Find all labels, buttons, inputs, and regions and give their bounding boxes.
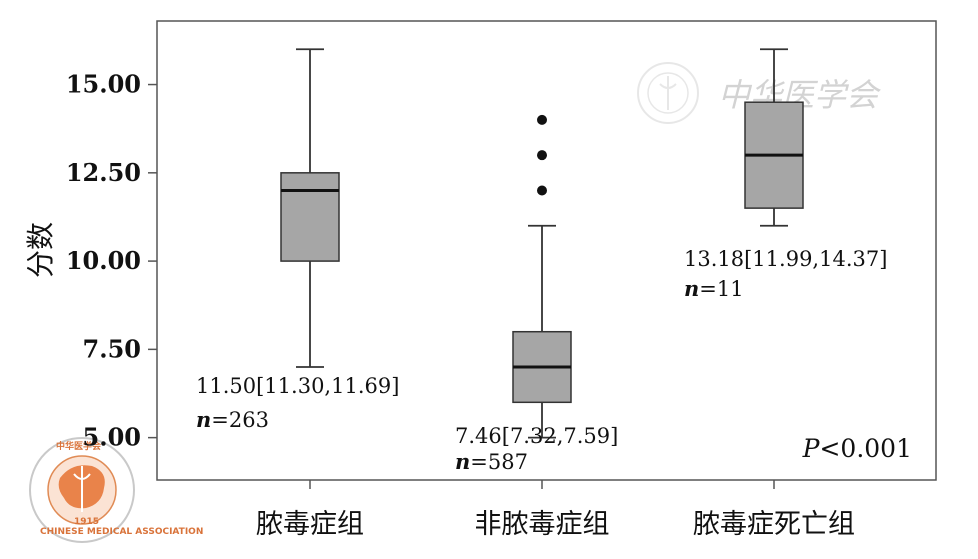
y-tick-label: 5.00 [83, 423, 141, 452]
x-category-label: 脓毒症组 [256, 509, 364, 540]
boxes [280, 48, 804, 439]
y-axis: 5.00 7.50 10.00 12.50 15.00 [66, 70, 157, 452]
iqr-box [280, 172, 340, 262]
y-tick-label: 15.00 [66, 70, 141, 99]
cma-logo: 中华医学会 CHINESE MEDICAL ASSOCIATION 1915 [29, 437, 203, 543]
y-tick-label: 12.50 [66, 158, 141, 187]
summary-label-nonsepsis: 7.46[7.32,7.59] [455, 424, 618, 448]
box-group [512, 114, 572, 439]
box-group [744, 48, 804, 227]
box-group [280, 48, 340, 368]
y-tick-label: 10.00 [66, 246, 141, 275]
logo-text-top: 中华医学会 [56, 440, 102, 452]
x-category-label: 非脓毒症组 [475, 509, 610, 540]
logo-year: 1915 [74, 517, 99, 527]
y-tick-label: 7.50 [83, 334, 141, 363]
watermark-seal [637, 62, 699, 124]
outlier-point [537, 150, 547, 161]
x-category-label: 脓毒症死亡组 [693, 509, 855, 540]
n-label-sepsis: n=263 [196, 407, 269, 432]
x-axis: 脓毒症组 非脓毒症组 脓毒症死亡组 [256, 480, 855, 540]
outlier-point [537, 114, 547, 125]
n-label-death: n=11 [684, 276, 744, 301]
p-value-annotation: P<0.001 [802, 434, 912, 463]
outlier-point [537, 185, 547, 196]
logo-text-bottom: CHINESE MEDICAL ASSOCIATION [40, 527, 203, 537]
y-axis-label: 分数 [24, 222, 57, 278]
n-label-nonsepsis: n=587 [455, 449, 528, 474]
summary-label-sepsis: 11.50[11.30,11.69] [196, 374, 399, 398]
plot-area [156, 20, 937, 481]
summary-label-death: 13.18[11.99,14.37] [684, 247, 887, 271]
